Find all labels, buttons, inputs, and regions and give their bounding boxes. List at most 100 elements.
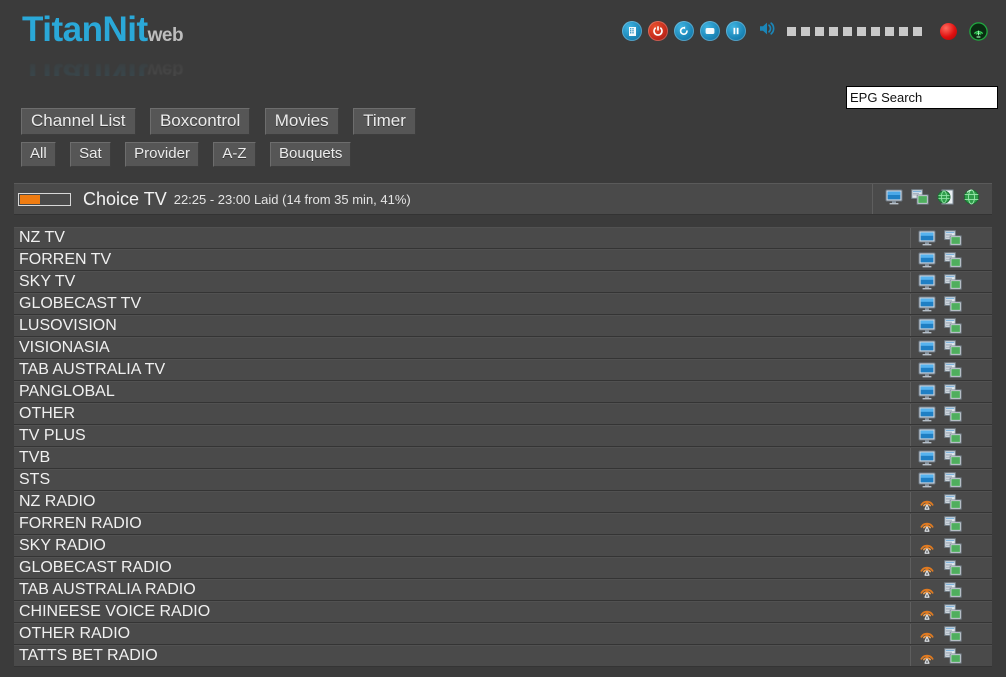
channel-name[interactable]: OTHER RADIO — [19, 625, 131, 642]
windows-icon[interactable] — [944, 582, 962, 598]
power-icon[interactable] — [648, 21, 668, 41]
windows-icon[interactable] — [944, 604, 962, 620]
signal-icon[interactable] — [969, 21, 988, 41]
reload-icon[interactable] — [674, 21, 694, 41]
record-dot-icon[interactable] — [940, 22, 957, 40]
channel-name[interactable]: CHINEESE VOICE RADIO — [19, 603, 211, 620]
channel-name[interactable]: TV PLUS — [19, 427, 86, 444]
tv-monitor-icon[interactable] — [918, 230, 936, 246]
windows-icon[interactable] — [944, 318, 962, 334]
radio-icon[interactable] — [918, 516, 936, 532]
channel-row[interactable]: TV PLUS — [14, 425, 992, 447]
speaker-icon[interactable] — [758, 20, 776, 42]
filter-bouquets[interactable]: Bouquets — [270, 142, 352, 167]
windows-icon[interactable] — [944, 406, 962, 422]
channel-row[interactable]: FORREN RADIO — [14, 513, 992, 535]
channel-row[interactable]: SKY TV — [14, 271, 992, 293]
channel-row[interactable]: GLOBECAST TV — [14, 293, 992, 315]
channel-name[interactable]: VISIONASIA — [19, 339, 110, 356]
tv-monitor-icon[interactable] — [918, 340, 936, 356]
windows-icon[interactable] — [944, 648, 962, 664]
volume-segment[interactable] — [871, 26, 880, 36]
windows-icon[interactable] — [944, 626, 962, 642]
channel-name[interactable]: GLOBECAST RADIO — [19, 559, 172, 576]
channel-row[interactable]: SKY RADIO — [14, 535, 992, 557]
channel-row[interactable]: TAB AUSTRALIA RADIO — [14, 579, 992, 601]
channel-name[interactable]: TVB — [19, 449, 51, 466]
volume-segment[interactable] — [899, 26, 908, 36]
volume-segment[interactable] — [857, 26, 866, 36]
volume-segment[interactable] — [913, 26, 922, 36]
channel-row[interactable]: TATTS BET RADIO — [14, 645, 992, 667]
globe-page-icon[interactable] — [937, 189, 955, 210]
tab-movies[interactable]: Movies — [264, 108, 339, 135]
channel-row[interactable]: FORREN TV — [14, 249, 992, 271]
channel-row[interactable]: STS — [14, 469, 992, 491]
tv-monitor-icon[interactable] — [918, 384, 936, 400]
volume-bar[interactable] — [787, 26, 922, 36]
channel-name[interactable]: FORREN TV — [19, 251, 112, 268]
windows-icon[interactable] — [944, 428, 962, 444]
radio-icon[interactable] — [918, 560, 936, 576]
channel-name[interactable]: SKY TV — [19, 273, 76, 290]
channel-name[interactable]: TATTS BET RADIO — [19, 647, 158, 664]
tv-monitor-icon[interactable] — [918, 428, 936, 444]
volume-segment[interactable] — [815, 26, 824, 36]
volume-segment[interactable] — [885, 26, 894, 36]
windows-icon[interactable] — [944, 538, 962, 554]
windows-icon[interactable] — [944, 362, 962, 378]
channel-row[interactable]: TVB — [14, 447, 992, 469]
channel-row[interactable]: OTHER RADIO — [14, 623, 992, 645]
filter-sat[interactable]: Sat — [70, 142, 111, 167]
tab-channel-list[interactable]: Channel List — [21, 108, 136, 135]
channel-name[interactable]: LUSOVISION — [19, 317, 117, 334]
tv-monitor-icon[interactable] — [918, 362, 936, 378]
channel-name[interactable]: PANGLOBAL — [19, 383, 115, 400]
channel-name[interactable]: NZ TV — [19, 229, 65, 246]
channel-name[interactable]: TAB AUSTRALIA TV — [19, 361, 166, 378]
filter-all[interactable]: All — [21, 142, 56, 167]
windows-icon[interactable] — [944, 296, 962, 312]
channel-name[interactable]: STS — [19, 471, 51, 488]
pause-icon[interactable] — [726, 21, 746, 41]
radio-icon[interactable] — [918, 648, 936, 664]
channel-row[interactable]: TAB AUSTRALIA TV — [14, 359, 992, 381]
channel-name[interactable]: NZ RADIO — [19, 493, 96, 510]
filter-a-z[interactable]: A-Z — [213, 142, 256, 167]
monitor-icon[interactable] — [885, 189, 903, 210]
channel-row[interactable]: NZ TV — [14, 227, 992, 249]
windows-icon[interactable] — [944, 274, 962, 290]
radio-icon[interactable] — [918, 604, 936, 620]
channel-name[interactable]: OTHER — [19, 405, 75, 422]
tv-monitor-icon[interactable] — [918, 472, 936, 488]
channel-name[interactable]: SKY RADIO — [19, 537, 106, 554]
screen-icon[interactable] — [700, 21, 720, 41]
channel-name[interactable]: GLOBECAST TV — [19, 295, 142, 312]
volume-segment[interactable] — [843, 26, 852, 36]
volume-segment[interactable] — [801, 26, 810, 36]
radio-icon[interactable] — [918, 494, 936, 510]
keyboard-icon[interactable] — [622, 21, 642, 41]
channel-row[interactable]: NZ RADIO — [14, 491, 992, 513]
windows-icon[interactable] — [944, 560, 962, 576]
windows-icon[interactable] — [944, 230, 962, 246]
windows-icon[interactable] — [944, 494, 962, 510]
tab-boxcontrol[interactable]: Boxcontrol — [149, 108, 251, 135]
channel-row[interactable]: CHINEESE VOICE RADIO — [14, 601, 992, 623]
channel-row[interactable]: OTHER — [14, 403, 992, 425]
filter-provider[interactable]: Provider — [125, 142, 199, 167]
radio-icon[interactable] — [918, 582, 936, 598]
windows-icon[interactable] — [944, 516, 962, 532]
channel-name[interactable]: FORREN RADIO — [19, 515, 142, 532]
radio-icon[interactable] — [918, 538, 936, 554]
tv-monitor-icon[interactable] — [918, 252, 936, 268]
tv-monitor-icon[interactable] — [918, 318, 936, 334]
tv-monitor-icon[interactable] — [918, 450, 936, 466]
channel-row[interactable]: LUSOVISION — [14, 315, 992, 337]
volume-segment[interactable] — [787, 26, 796, 36]
tv-monitor-icon[interactable] — [918, 274, 936, 290]
volume-segment[interactable] — [829, 26, 838, 36]
windows-icon[interactable] — [944, 450, 962, 466]
tv-monitor-icon[interactable] — [918, 406, 936, 422]
search-input[interactable] — [846, 86, 998, 109]
